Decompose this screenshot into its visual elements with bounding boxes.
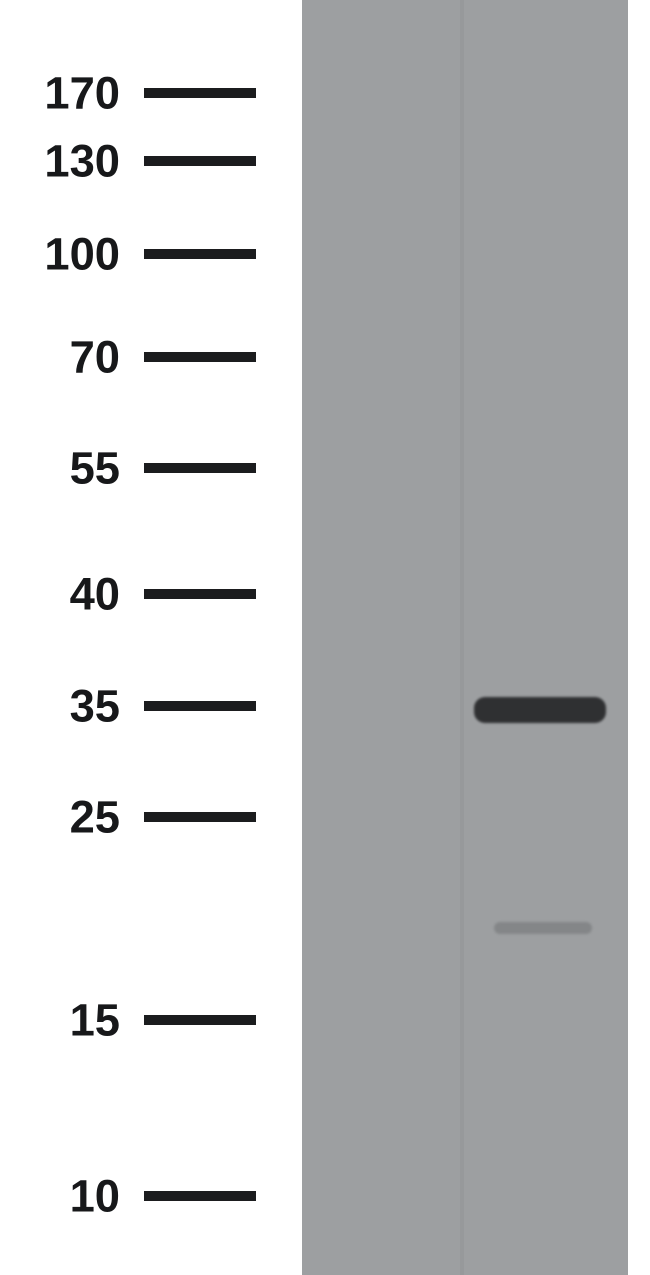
marker-tick-15: [144, 1015, 256, 1025]
marker-tick-35: [144, 701, 256, 711]
marker-tick-55: [144, 463, 256, 473]
gel-membrane: [302, 0, 628, 1275]
marker-tick-170: [144, 88, 256, 98]
marker-label-40: 40: [70, 571, 120, 616]
marker-tick-70: [144, 352, 256, 362]
marker-label-35: 35: [70, 683, 120, 728]
marker-tick-25: [144, 812, 256, 822]
marker-label-25: 25: [70, 794, 120, 839]
marker-label-15: 15: [70, 997, 120, 1042]
marker-label-10: 10: [70, 1173, 120, 1218]
marker-label-130: 130: [44, 138, 120, 183]
primary-band: [474, 697, 606, 723]
marker-tick-10: [144, 1191, 256, 1201]
western-blot-figure: 170 130 100 70 55 40 35 25 15 10: [0, 0, 650, 1275]
lane-divider: [460, 0, 464, 1275]
marker-label-100: 100: [44, 231, 120, 276]
marker-tick-100: [144, 249, 256, 259]
marker-tick-130: [144, 156, 256, 166]
marker-label-55: 55: [70, 445, 120, 490]
marker-tick-40: [144, 589, 256, 599]
marker-label-70: 70: [70, 334, 120, 379]
secondary-band: [494, 922, 592, 934]
marker-label-170: 170: [44, 70, 120, 115]
